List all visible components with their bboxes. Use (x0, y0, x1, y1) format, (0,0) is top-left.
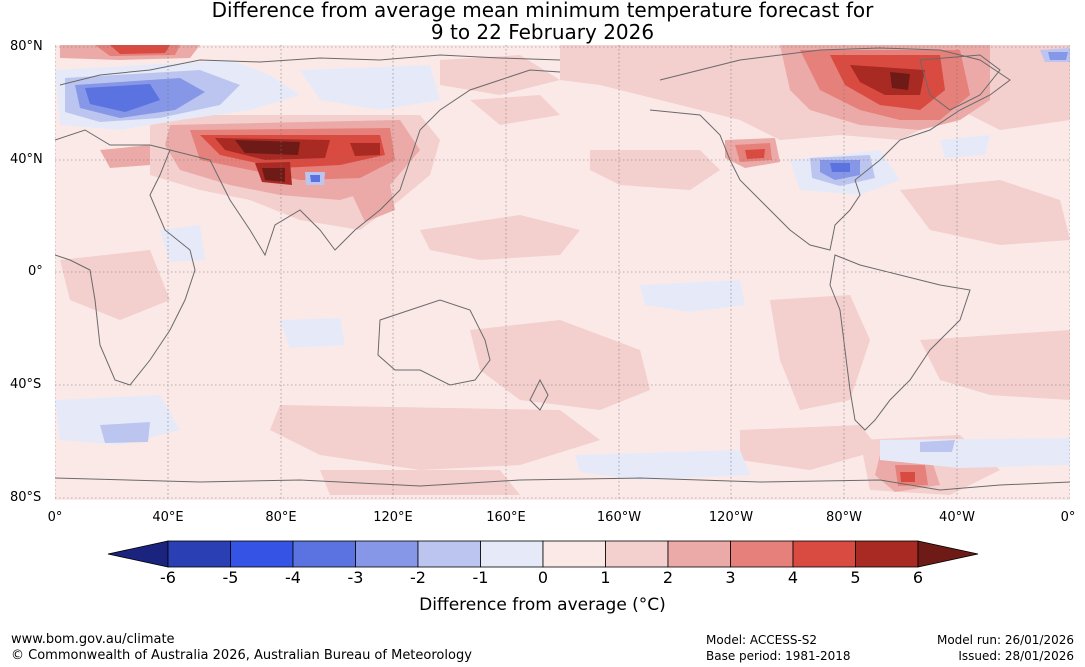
colorbar-tick-label: -4 (285, 568, 301, 587)
lat-label-40s: 40°S (10, 377, 42, 392)
coastline-greenland (919, 54, 1001, 111)
colorbar-tick-label: 1 (600, 568, 611, 587)
coastline-africa-europe (55, 129, 196, 386)
chart-title-line2: 9 to 22 February 2026 (430, 20, 655, 44)
colorbar-tick-label: -5 (222, 568, 239, 587)
colorbar-segment (292, 540, 356, 568)
colorbar-tick-label: 5 (850, 568, 861, 587)
lon-label-80w: 80°W (826, 510, 862, 525)
colorbar-tick-label: 6 (912, 568, 924, 587)
coastline-australia (377, 299, 491, 386)
colorbar-extend-low (107, 540, 169, 568)
lon-label-120e: 120°E (373, 510, 413, 525)
footer-url: www.bom.gov.au/climate (11, 632, 175, 647)
footer-model: Model: ACCESS-S2 (706, 633, 818, 647)
lon-label-0-right: 0° (1060, 510, 1076, 525)
colorbar-tick-label: -1 (472, 568, 489, 587)
colorbar-segment (417, 540, 481, 568)
footer-copyright: © Commonwealth of Australia 2026, Austra… (11, 648, 472, 663)
lon-label-0-left: 0° (47, 510, 63, 525)
colorbar-segment (730, 540, 794, 568)
colorbar-segment (667, 540, 731, 568)
colorbar-segment (480, 540, 544, 568)
lon-label-40w: 40°W (939, 510, 975, 525)
footer-issued: Issued: 28/01/2026 (958, 649, 1074, 663)
colorbar-tick-label: 2 (662, 568, 674, 587)
colorbar-label: Difference from average (°C) (419, 595, 666, 615)
lon-label-160w: 160°W (596, 510, 642, 525)
coastline-new-zealand (529, 378, 549, 411)
lon-label-160e: 160°E (486, 510, 526, 525)
colorbar-extend-high (917, 540, 979, 568)
colorbar-tick-label: -2 (410, 568, 426, 587)
colorbar-segment (542, 540, 606, 568)
colorbar-segment (355, 540, 419, 568)
coastline-arctic-eurasia (59, 54, 561, 86)
coastline-antarctica (55, 477, 1070, 491)
colorbar-segment (605, 540, 669, 568)
coastline-asia (169, 69, 561, 257)
lon-label-80e: 80°E (265, 510, 297, 525)
colorbar-tick-label: 0 (537, 568, 549, 587)
colorbar-segment (167, 540, 231, 568)
colorbar-tick-label: 4 (787, 568, 799, 587)
footer-base-period: Base period: 1981-2018 (706, 649, 851, 663)
colorbar-segment (855, 540, 919, 568)
colorbar-segment (230, 540, 294, 568)
colorbar-tick-label: -6 (160, 568, 176, 587)
colorbar-tick-label: 3 (725, 568, 736, 587)
lat-label-40n: 40°N (10, 152, 43, 167)
anomaly-minus4-regions (85, 84, 850, 182)
coastline-south-america (829, 254, 971, 431)
footer-model-run: Model run: 26/01/2026 (936, 633, 1074, 647)
lon-label-120w: 120°W (708, 510, 754, 525)
lat-label-0: 0° (28, 264, 43, 279)
colorbar-tick-label: -3 (347, 568, 364, 587)
lat-label-80n: 80°N (10, 39, 43, 54)
colorbar-segment (792, 540, 856, 568)
chart-title-line1: Difference from average mean minimum tem… (211, 0, 874, 22)
anomaly-plus6-regions (235, 72, 910, 182)
lon-label-40e: 40°E (152, 510, 184, 525)
lat-label-80s: 80°S (10, 490, 42, 505)
graticule (55, 45, 1070, 500)
